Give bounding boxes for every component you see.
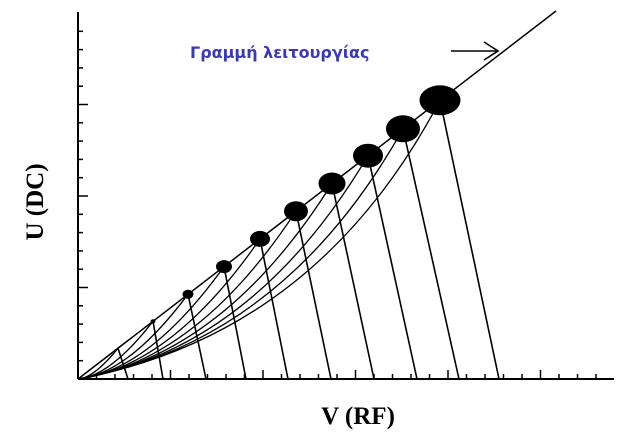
operating-line-label: Γραμμή λειτουργίας (190, 43, 369, 62)
stability-boundary-edge (295, 211, 332, 380)
axis-ticks (78, 30, 597, 379)
axes (77, 12, 614, 380)
stability-regions (77, 85, 500, 380)
stability-boundary-edge (367, 155, 418, 380)
stability-boundary-edge (152, 321, 164, 380)
stability-boundary-curve (77, 99, 441, 380)
arrow-right-icon (451, 41, 500, 61)
stability-boundary-edge (439, 100, 500, 380)
x-axis-title: V (RF) (321, 403, 395, 430)
stability-boundary-edge (402, 128, 460, 380)
stability-boundary-edge (331, 183, 375, 380)
stability-boundary-edge (259, 238, 289, 380)
y-axis-title: U (DC) (22, 163, 49, 240)
operating-line (77, 10, 557, 380)
operating-line-group (77, 10, 557, 380)
stability-boundary-edge (117, 347, 129, 380)
